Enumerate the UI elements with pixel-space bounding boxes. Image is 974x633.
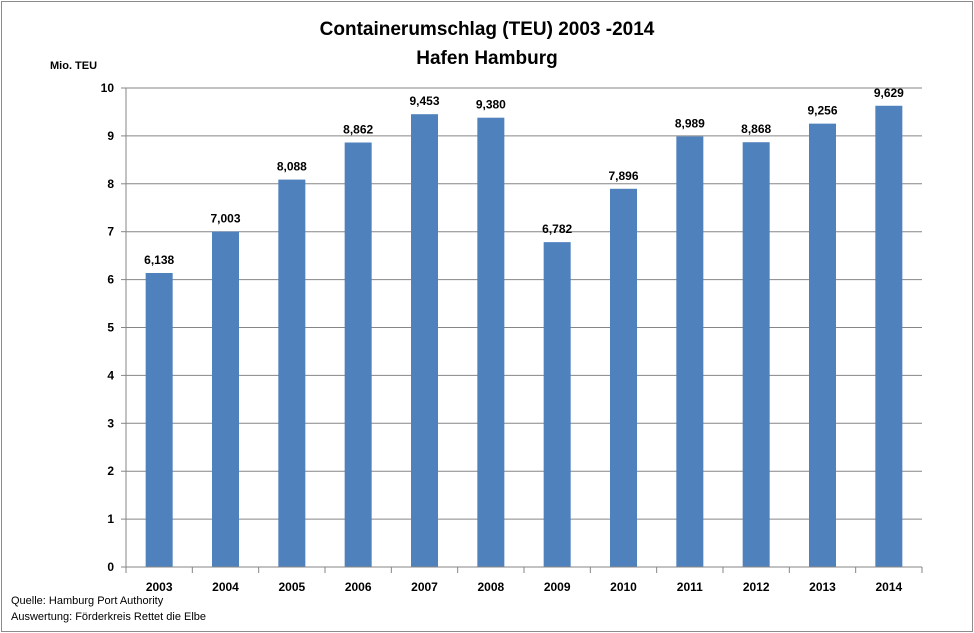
- axes: [121, 87, 923, 573]
- x-tick-label: 2003: [146, 580, 173, 594]
- data-label: 7,896: [608, 169, 638, 183]
- data-label: 7,003: [210, 212, 240, 226]
- chart-title: Containerumschlag (TEU) 2003 -2014: [320, 19, 655, 40]
- x-tick-label: 2007: [411, 580, 438, 594]
- y-tick-label: 10: [101, 81, 115, 95]
- gridlines: [126, 87, 922, 520]
- data-label: 8,868: [741, 122, 771, 136]
- x-tick-label: 2011: [677, 580, 703, 594]
- x-tick-label: 2013: [809, 580, 836, 594]
- y-tick-label: 8: [107, 177, 114, 191]
- bar: [875, 105, 903, 567]
- data-label: 9,453: [409, 94, 439, 108]
- x-tick-label: 2008: [477, 580, 504, 594]
- bar: [145, 272, 173, 567]
- x-tick-label: 2014: [875, 580, 902, 594]
- bar: [212, 231, 239, 567]
- bar: [742, 142, 770, 568]
- y-tick-label: 1: [107, 512, 114, 526]
- bar: [278, 179, 306, 568]
- data-label: 9,380: [476, 98, 506, 112]
- bar: [543, 242, 571, 567]
- bar: [610, 188, 637, 567]
- bar: [344, 142, 372, 567]
- y-tick-label: 7: [107, 225, 114, 239]
- bar: [809, 123, 836, 567]
- y-tick-label: 4: [107, 368, 114, 382]
- bar: [676, 136, 704, 568]
- y-tick-label: 6: [107, 273, 114, 287]
- data-label: 9,256: [807, 104, 837, 118]
- data-label: 8,862: [343, 123, 373, 137]
- y-axis-label: Mio. TEU: [50, 60, 97, 72]
- analysis-credit-text: Auswertung: Förderkreis Rettet die Elbe: [11, 611, 207, 623]
- bars: [145, 105, 903, 568]
- data-label: 8,088: [277, 160, 307, 174]
- data-label: 6,782: [542, 222, 572, 236]
- x-tick-label: 2005: [278, 580, 305, 594]
- x-tick-label: 2012: [743, 580, 770, 594]
- source-text: Quelle: Hamburg Port Authority: [11, 595, 164, 607]
- labels: 0 1 2 3 4 5 6 7 8 9 10 6,138 2003 7,003 2004 8,088 2005 8…: [101, 81, 905, 594]
- chart-subtitle: Hafen Hamburg: [416, 48, 557, 69]
- bar: [477, 117, 505, 567]
- x-tick-label: 2009: [544, 580, 571, 594]
- y-tick-label: 5: [107, 321, 114, 335]
- x-tick-label: 2004: [212, 580, 239, 594]
- data-label: 6,138: [144, 253, 174, 267]
- bar: [411, 114, 438, 568]
- y-tick-label: 2: [107, 464, 114, 478]
- x-tick-label: 2006: [345, 580, 372, 594]
- data-label: 8,989: [675, 116, 705, 130]
- y-tick-label: 3: [107, 416, 114, 430]
- data-label: 9,629: [874, 86, 904, 100]
- x-tick-label: 2010: [610, 580, 637, 594]
- y-tick-label: 9: [107, 129, 114, 143]
- y-tick-label: 0: [107, 560, 114, 574]
